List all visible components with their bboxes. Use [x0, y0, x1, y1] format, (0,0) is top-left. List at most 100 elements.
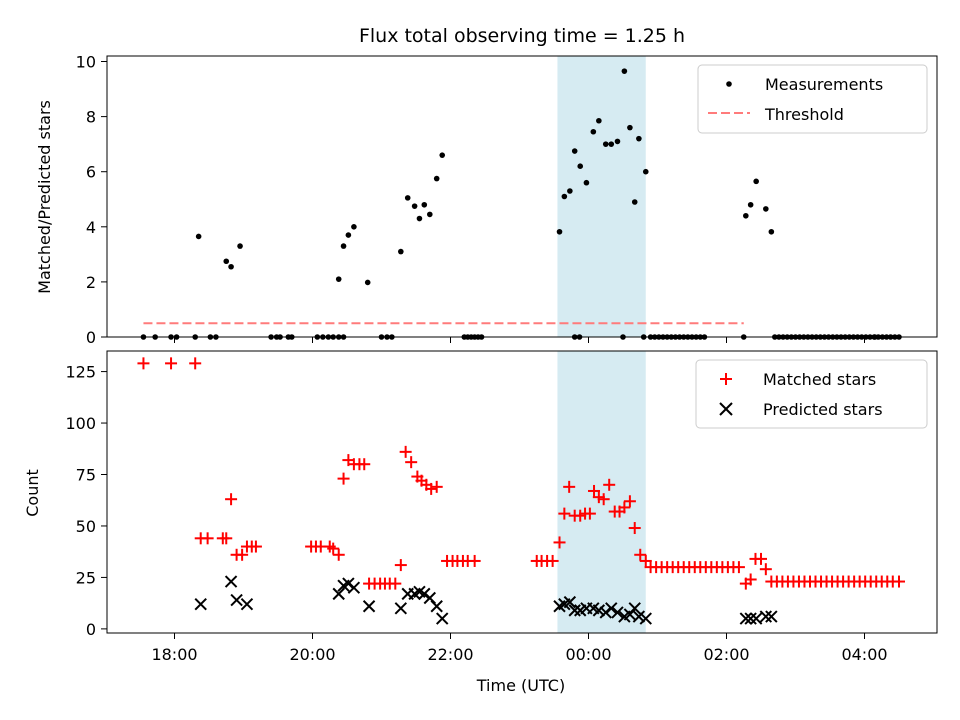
- matched-stars-points: [137, 357, 905, 590]
- measurement-point: [636, 135, 642, 142]
- predicted-star-point: [430, 600, 443, 613]
- measurement-point: [411, 203, 418, 209]
- top-axes-frame: [106, 55, 938, 338]
- matched-star-point: [332, 548, 345, 561]
- predicted-star-point: [611, 606, 624, 619]
- bottom-y-tick-label: 125: [65, 363, 96, 382]
- top-y-tick-label: 0: [86, 328, 96, 347]
- bottom-legend-box: [695, 359, 928, 429]
- measurement-point: [763, 206, 769, 212]
- x-tick-label: 02:00: [703, 645, 749, 664]
- bottom-y-tick-label: 25: [76, 568, 96, 587]
- matched-star-point: [755, 552, 767, 565]
- measurement-point: [237, 243, 243, 249]
- measurement-point: [596, 117, 602, 124]
- measurement-point: [743, 212, 749, 219]
- predicted-star-point: [194, 597, 207, 611]
- measurement-point: [608, 141, 615, 147]
- matched-star-point: [337, 472, 350, 485]
- top-y-tick-label: 10: [76, 53, 96, 72]
- measurement-point: [427, 211, 433, 218]
- predicted-star-point: [739, 612, 753, 625]
- matched-star-point: [618, 501, 631, 514]
- panel-flux: Flux total observing time = 1.25 h 0 2 4 6 8…: [35, 25, 938, 347]
- measurement-point: [433, 175, 440, 182]
- legend-measurements-label: Measurements: [765, 75, 883, 94]
- measurement-point: [621, 68, 628, 74]
- top-y-tick-label: 8: [86, 108, 96, 127]
- matched-star-point: [389, 577, 402, 590]
- matched-star-point: [399, 445, 412, 458]
- matched-star-point: [744, 573, 757, 586]
- predicted-star-point: [230, 593, 243, 607]
- measurement-point: [404, 195, 411, 201]
- matched-star-point: [893, 575, 905, 588]
- x-tick-label: 20:00: [289, 645, 335, 664]
- matched-star-point: [639, 554, 652, 567]
- measurement-point: [364, 279, 371, 286]
- x-tick-label: 22:00: [427, 645, 473, 664]
- predicted-star-point: [332, 587, 345, 601]
- matched-star-point: [249, 540, 262, 553]
- predicted-star-point: [632, 610, 646, 623]
- predicted-star-point: [394, 602, 408, 615]
- matched-star-point: [759, 563, 772, 576]
- matched-star-point: [553, 536, 566, 549]
- bottom-axes-frame: [106, 350, 938, 634]
- top-legend-box: [697, 64, 928, 134]
- predicted-star-point: [605, 602, 618, 615]
- measurement-point: [345, 232, 352, 238]
- predicted-star-point: [224, 575, 238, 588]
- top-y-tick-label: 6: [86, 163, 96, 182]
- measurement-point: [561, 193, 568, 200]
- matched-star-point: [583, 507, 596, 520]
- measurement-point: [642, 168, 649, 175]
- predicted-star-point: [568, 604, 581, 617]
- predicted-star-point: [563, 595, 577, 609]
- measurement-point: [223, 258, 230, 265]
- top-y-axis: 0 2 4 6 8 10: [76, 53, 107, 347]
- bottom-x-axis: 18:00 20:00 22:00 00:00 02:00 04:00: [151, 633, 888, 664]
- bottom-y-tick-label: 0: [86, 620, 96, 639]
- x-axis-label: Time (UTC): [476, 676, 565, 695]
- predicted-star-point: [436, 612, 449, 625]
- measurement-point: [631, 199, 638, 205]
- measurement-point: [571, 148, 578, 154]
- measurement-point: [753, 178, 759, 185]
- measurement-point: [195, 233, 202, 240]
- measurement-point: [421, 201, 428, 208]
- measurement-point: [577, 163, 584, 169]
- matched-star-point: [394, 559, 407, 572]
- top-x-axis: [174, 337, 865, 343]
- bottom-y-tick-label: 50: [76, 517, 96, 536]
- predicted-star-point: [628, 602, 641, 615]
- matched-star-point: [546, 554, 559, 567]
- measurement-point: [602, 141, 609, 147]
- chart-title: Flux total observing time = 1.25 h: [359, 25, 685, 47]
- matched-star-point: [732, 561, 745, 574]
- measurement-point: [335, 276, 342, 282]
- matched-star-point: [137, 357, 150, 370]
- panel-counts: 0 25 50 75 100 125 18:00 20:00 22:00 00:00 02:00 0…: [23, 350, 938, 695]
- bottom-y-tick-label: 100: [65, 414, 96, 433]
- matched-star-point: [558, 507, 571, 520]
- measurement-point: [747, 201, 754, 208]
- predicted-star-point: [639, 612, 652, 625]
- matched-star-point: [236, 548, 249, 561]
- measurement-point: [556, 228, 563, 235]
- predicted-star-point: [759, 610, 773, 623]
- matched-star-point: [468, 554, 481, 567]
- matched-star-point: [563, 480, 576, 493]
- measurement-point: [590, 128, 597, 135]
- measurement-points: [140, 68, 902, 340]
- matched-star-point: [220, 532, 233, 545]
- bottom-y-axis: 0 25 50 75 100 125: [65, 363, 107, 639]
- measurement-point: [627, 124, 633, 131]
- legend-predicted-label: Predicted stars: [763, 400, 883, 419]
- matched-star-point: [603, 478, 616, 491]
- predicted-star-point: [765, 610, 778, 623]
- measurement-point: [228, 263, 234, 270]
- x-tick-label: 18:00: [151, 645, 197, 664]
- measurement-point: [439, 152, 446, 158]
